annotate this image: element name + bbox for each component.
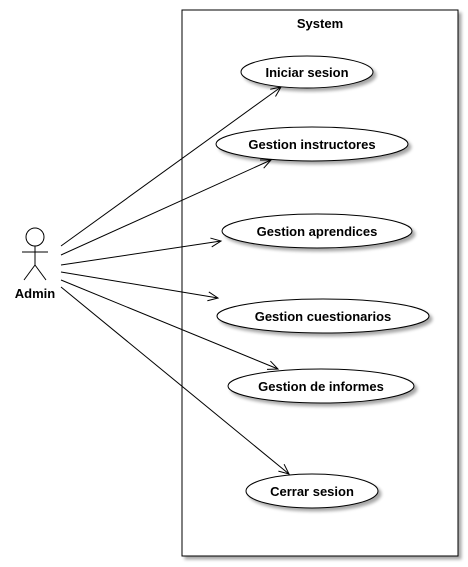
actor-figure-icon <box>22 227 48 281</box>
arrowhead-icon <box>278 463 290 475</box>
system-title: System <box>297 16 343 31</box>
arrowhead-icon <box>207 291 220 302</box>
arrowhead-icon <box>210 237 223 248</box>
association-cerrar-sesion <box>60 286 290 475</box>
actor-admin[interactable]: Admin <box>15 227 56 301</box>
system-boundary: System <box>181 9 459 557</box>
association-gestion-de-informes <box>60 279 280 370</box>
use-case-iniciar-sesion[interactable]: Iniciar sesion <box>240 55 374 89</box>
association-gestion-instructores <box>60 159 273 256</box>
association-gestion-cuestionarios <box>60 271 220 302</box>
use-case-label: Gestion instructores <box>248 137 375 152</box>
use-case-label: Gestion de informes <box>258 379 384 394</box>
use-case-label: Gestion aprendices <box>257 224 378 239</box>
actor-name: Admin <box>15 286 56 301</box>
association-gestion-aprendices <box>60 237 223 266</box>
associations <box>60 86 290 475</box>
arrowhead-icon <box>259 159 273 169</box>
use-case-gestion-cuestionarios[interactable]: Gestion cuestionarios <box>216 298 430 334</box>
use-case-gestion-aprendices[interactable]: Gestion aprendices <box>221 213 413 249</box>
arrowhead-icon <box>266 360 280 370</box>
use-case-label: Cerrar sesion <box>270 484 354 499</box>
use-case-label: Gestion cuestionarios <box>255 309 392 324</box>
use-case-cerrar-sesion[interactable]: Cerrar sesion <box>245 473 379 509</box>
use-case-gestion-de-informes[interactable]: Gestion de informes <box>227 368 415 404</box>
use-case-label: Iniciar sesion <box>265 65 348 80</box>
use-case-gestion-instructores[interactable]: Gestion instructores <box>215 126 409 162</box>
